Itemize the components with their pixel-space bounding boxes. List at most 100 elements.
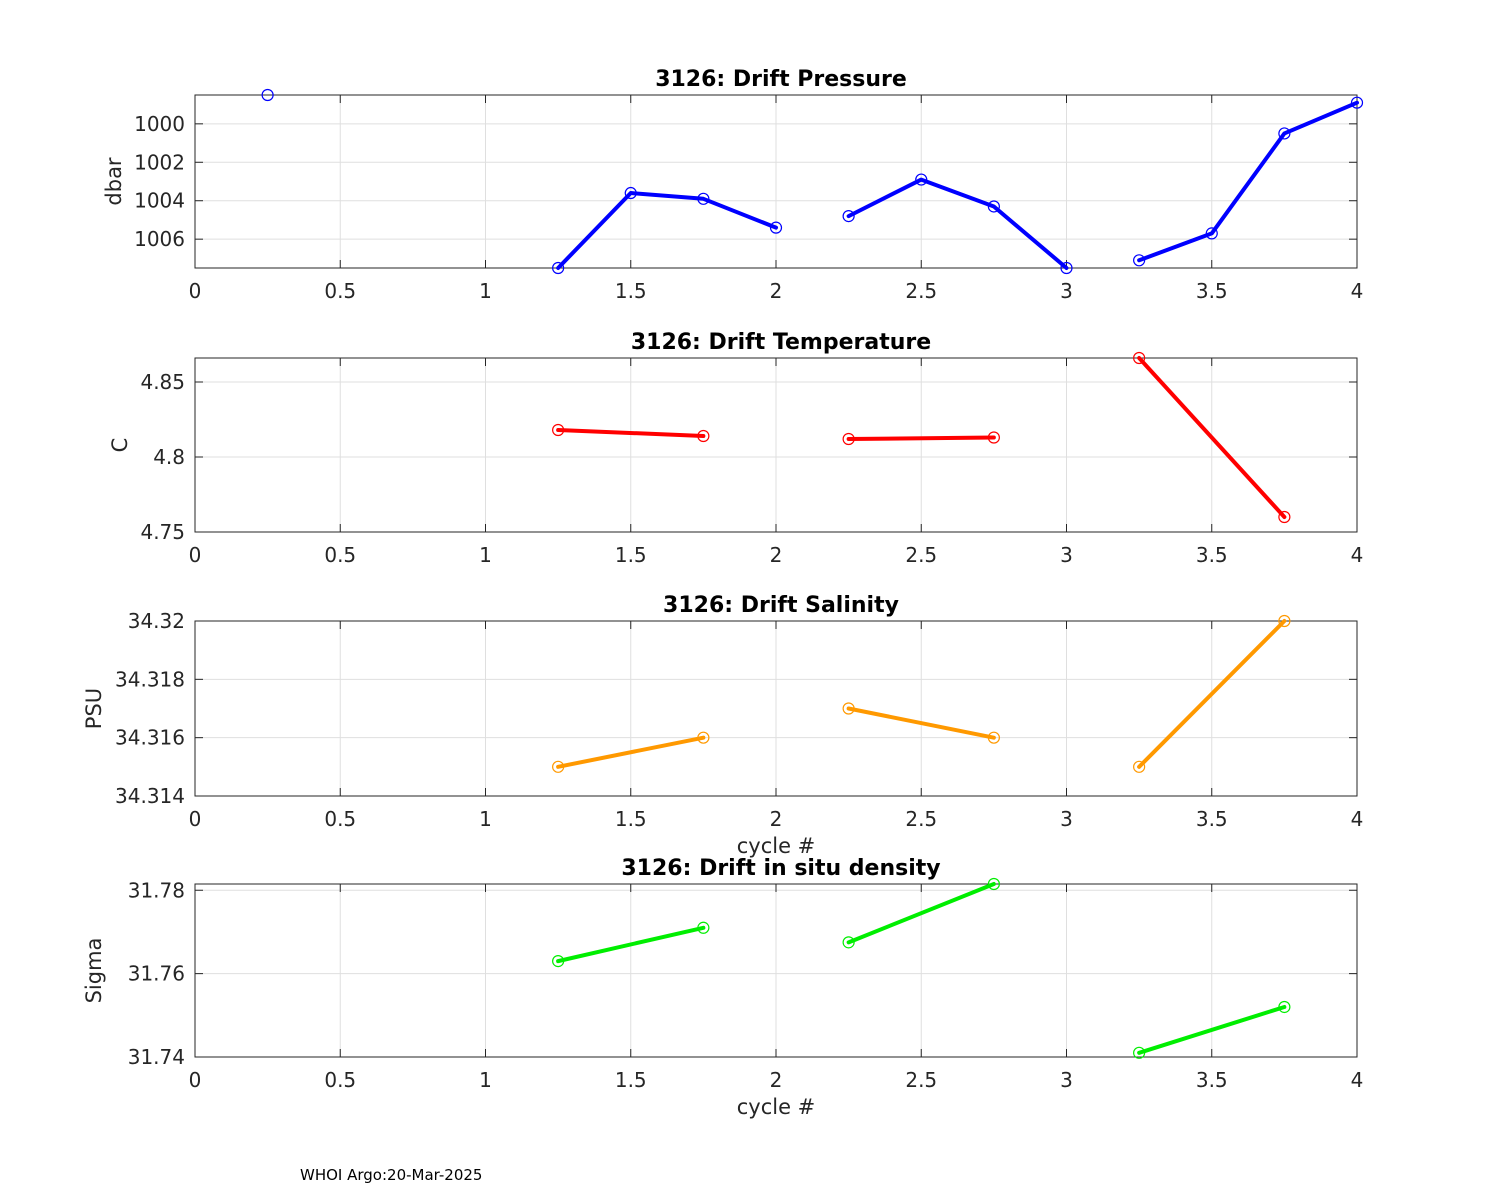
x-tick-label: 1.5 — [615, 279, 647, 303]
x-tick-label: 3.5 — [1196, 279, 1228, 303]
x-tick-label: 2.5 — [905, 279, 937, 303]
series-line — [556, 925, 706, 964]
data-point — [1133, 254, 1146, 267]
series-line — [1137, 619, 1287, 769]
x-tick-label: 0 — [189, 807, 202, 831]
x-tick-label: 1 — [479, 807, 492, 831]
data-point — [697, 731, 710, 744]
data-point — [842, 432, 855, 446]
y-tick-label: 31.74 — [128, 1045, 185, 1069]
data-point — [842, 210, 855, 223]
series-line — [1137, 1004, 1287, 1055]
x-tick-label: 1.5 — [615, 807, 647, 831]
x-axis-label: cycle # — [737, 1095, 816, 1119]
chart-title: 3126: Drift Pressure — [655, 67, 907, 92]
x-tick-label: 0 — [189, 1068, 202, 1092]
series-line — [556, 428, 706, 438]
series-line — [556, 735, 706, 769]
x-tick-label: 4 — [1351, 807, 1364, 831]
y-tick-label: 31.78 — [128, 878, 185, 902]
x-tick-label: 0 — [189, 279, 202, 303]
y-tick-label: 4.75 — [140, 520, 185, 544]
x-tick-label: 2.5 — [905, 807, 937, 831]
data-point — [552, 955, 565, 968]
data-point — [1350, 96, 1364, 109]
y-axis-label: Sigma — [82, 938, 106, 1004]
data-point — [624, 186, 637, 200]
data-point — [697, 921, 710, 934]
data-point — [842, 702, 855, 715]
data-point — [1133, 351, 1146, 365]
data-point — [1278, 614, 1291, 628]
x-tick-label: 3 — [1060, 807, 1073, 831]
x-axis-label: cycle # — [737, 834, 816, 858]
data-point — [915, 173, 928, 186]
y-tick-label: 1004 — [134, 189, 185, 213]
y-tick-label: 34.32 — [128, 609, 185, 633]
data-point — [552, 423, 565, 437]
chart-panel-2: 0 0.5 1 1.5 2 2.5 3 3.5 4 4.75 4.8 4.85 3126: Drift … — [108, 330, 1363, 567]
data-point — [987, 200, 1000, 213]
x-tick-label: 4 — [1351, 1068, 1364, 1092]
data-point — [1060, 261, 1073, 275]
x-tick-label: 1.5 — [615, 543, 647, 567]
series-line — [846, 706, 996, 740]
x-tick-label: 3 — [1060, 543, 1073, 567]
chart-title: 3126: Drift Salinity — [663, 593, 899, 618]
series-line — [1137, 100, 1359, 263]
x-tick-label: 0.5 — [324, 1068, 356, 1092]
x-tick-label: 2 — [770, 279, 783, 303]
data-point — [697, 429, 710, 443]
series-line — [846, 177, 1069, 270]
x-tick-label: 0.5 — [324, 543, 356, 567]
x-tick-label: 4 — [1351, 279, 1364, 303]
x-tick-label: 3.5 — [1196, 543, 1228, 567]
x-tick-label: 3.5 — [1196, 1068, 1228, 1092]
x-tick-label: 2.5 — [905, 1068, 937, 1092]
x-tick-label: 4 — [1351, 543, 1364, 567]
data-point — [1133, 760, 1146, 773]
data-point — [987, 877, 1000, 891]
y-tick-label: 4.85 — [140, 370, 185, 394]
x-tick-label: 3 — [1060, 279, 1073, 303]
series-line — [846, 882, 996, 945]
x-tick-label: 1 — [479, 279, 492, 303]
series-line — [556, 191, 778, 270]
series-line — [1137, 356, 1287, 519]
y-tick-label: 1000 — [134, 112, 185, 136]
y-tick-label: 1002 — [134, 150, 185, 174]
data-point — [1205, 227, 1218, 240]
data-point — [552, 261, 565, 275]
x-tick-label: 0.5 — [324, 279, 356, 303]
y-axis-label: dbar — [102, 157, 126, 206]
data-point — [261, 88, 274, 102]
y-tick-label: 31.76 — [128, 962, 185, 986]
y-tick-label: 1006 — [134, 227, 185, 251]
chart-panel-4: 0 0.5 1 1.5 2 2.5 3 3.5 4 31.74 31.76 31.78 3126: Dr… — [82, 856, 1363, 1119]
x-tick-label: 1 — [479, 543, 492, 567]
y-axis-label: C — [108, 438, 132, 453]
chart-title: 3126: Drift Temperature — [631, 330, 931, 355]
chart-panel-3: 0 0.5 1 1.5 2 2.5 3 3.5 4 34.314 34.316 34.318 34.32… — [82, 593, 1363, 858]
x-tick-label: 3 — [1060, 1068, 1073, 1092]
y-tick-label: 34.318 — [115, 667, 185, 691]
data-point — [987, 731, 1000, 744]
data-point — [842, 936, 855, 949]
series-line — [846, 435, 996, 441]
x-tick-label: 1.5 — [615, 1068, 647, 1092]
data-point — [552, 760, 565, 773]
data-point — [1133, 1046, 1146, 1059]
y-tick-label: 34.316 — [115, 726, 185, 750]
x-tick-label: 2 — [770, 807, 783, 831]
x-tick-label: 0.5 — [324, 807, 356, 831]
y-tick-label: 34.314 — [115, 784, 185, 808]
data-point — [1278, 1000, 1291, 1014]
data-point — [697, 192, 710, 205]
x-tick-label: 0 — [189, 543, 202, 567]
chart-panel-1: 0 0.5 1 1.5 2 2.5 3 3.5 4 1000 1002 1004 1006 3126: D… — [102, 67, 1363, 303]
x-tick-label: 2.5 — [905, 543, 937, 567]
x-tick-label: 3.5 — [1196, 807, 1228, 831]
data-point — [769, 221, 783, 234]
chart-title: 3126: Drift in situ density — [621, 856, 940, 881]
